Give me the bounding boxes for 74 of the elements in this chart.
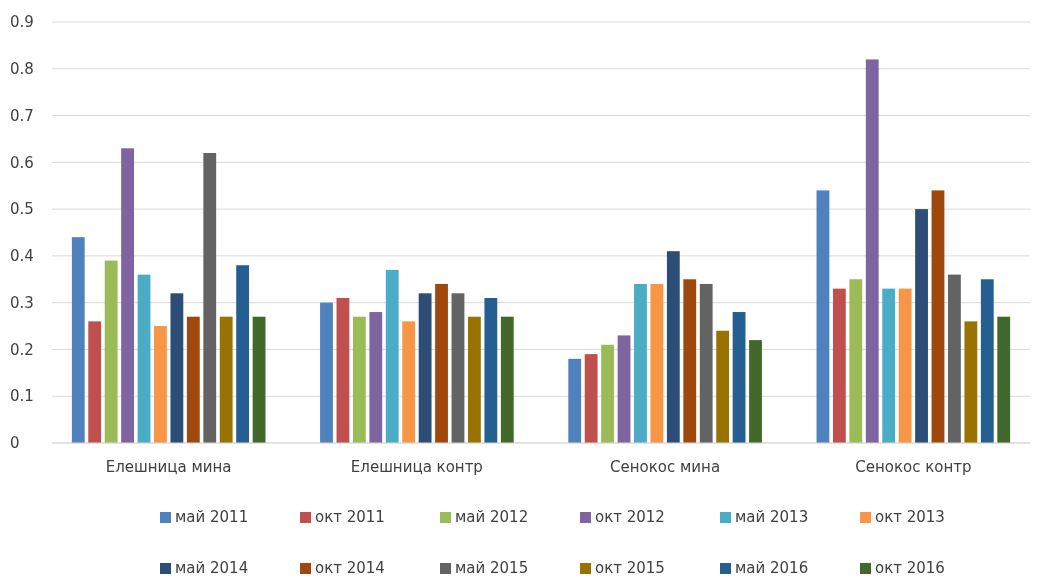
y-tick-label: 0.8 — [10, 60, 34, 79]
bar — [500, 316, 514, 443]
bar — [385, 269, 399, 443]
bar — [931, 190, 945, 443]
bar — [898, 288, 912, 443]
bar — [732, 312, 746, 443]
bar — [666, 251, 680, 443]
y-tick-label: 0.1 — [10, 387, 34, 406]
y-tick-label: 0.2 — [10, 340, 34, 359]
bar — [997, 316, 1011, 443]
bar — [88, 321, 102, 443]
legend-label: май 2015 — [455, 559, 529, 577]
bar — [584, 354, 598, 443]
bar — [186, 316, 200, 443]
bar — [832, 288, 846, 443]
bar — [418, 293, 432, 443]
bar — [252, 316, 266, 443]
y-tick-label: 0.4 — [10, 247, 34, 266]
bar — [948, 274, 961, 443]
bar — [435, 283, 448, 443]
bar — [865, 59, 879, 443]
bar — [336, 297, 350, 443]
bar — [219, 316, 233, 443]
bar — [484, 297, 498, 443]
y-tick-label: 0 — [10, 434, 20, 453]
legend-label: окт 2013 — [875, 508, 945, 526]
legend-label: май 2011 — [175, 508, 249, 526]
bar — [236, 265, 250, 443]
bar — [601, 344, 614, 443]
bar — [617, 335, 631, 443]
bar — [468, 316, 481, 443]
legend-label: окт 2015 — [595, 559, 665, 577]
bar — [568, 358, 582, 443]
bar — [915, 209, 928, 443]
bar — [203, 152, 217, 443]
legend-label: май 2012 — [455, 508, 529, 526]
x-tick-label: Сенокос контр — [855, 458, 972, 476]
y-tick-label: 0.7 — [10, 106, 34, 125]
bar — [699, 283, 713, 443]
bar — [402, 321, 416, 443]
x-tick-label: Сенокос мина — [610, 458, 721, 476]
bar — [816, 190, 830, 443]
legend-label: окт 2012 — [595, 508, 665, 526]
legend-label: май 2016 — [735, 559, 809, 577]
y-tick-label: 0.5 — [10, 200, 34, 219]
x-tick-label: Елешница контр — [350, 458, 483, 476]
legend-label: окт 2016 — [875, 559, 945, 577]
x-tick-label: Елешница мина — [105, 458, 232, 476]
bar — [352, 316, 366, 443]
bar — [749, 340, 762, 443]
legend-label: май 2013 — [735, 508, 809, 526]
bar — [170, 293, 184, 443]
y-tick-label: 0.9 — [10, 13, 34, 32]
legend-label: окт 2011 — [315, 508, 385, 526]
legend-label: окт 2014 — [315, 559, 385, 577]
bar — [104, 260, 118, 443]
bar — [716, 330, 730, 443]
bar — [849, 279, 863, 443]
bar — [369, 312, 383, 443]
bar — [451, 293, 465, 443]
bar — [71, 237, 85, 443]
bar — [121, 148, 134, 443]
bar — [980, 279, 994, 443]
y-tick-label: 0.6 — [10, 153, 34, 172]
legend-label: май 2014 — [175, 559, 249, 577]
bar — [634, 283, 647, 443]
bar — [320, 302, 333, 443]
bar — [683, 279, 697, 443]
bar — [882, 288, 896, 443]
bar — [964, 321, 978, 443]
bar — [650, 283, 664, 443]
bar — [137, 274, 151, 443]
bar — [154, 326, 167, 443]
y-tick-label: 0.3 — [10, 293, 34, 312]
